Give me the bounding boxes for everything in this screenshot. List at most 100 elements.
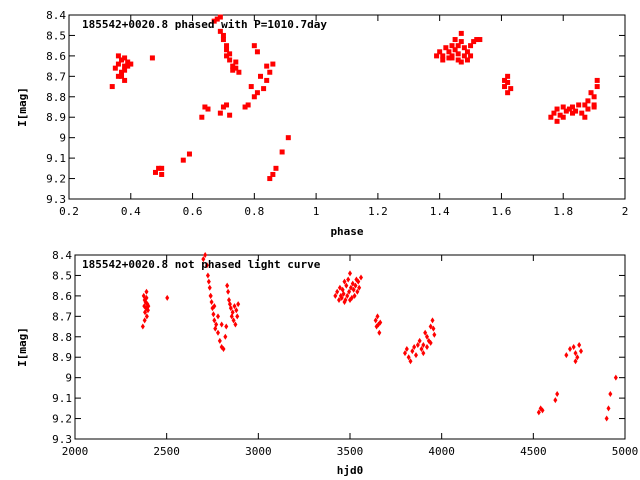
data-point	[231, 317, 236, 324]
data-point	[226, 288, 231, 295]
data-point	[573, 350, 578, 357]
data-point	[502, 77, 508, 83]
data-point	[206, 278, 211, 285]
data-point	[560, 104, 566, 110]
x-tick-label: 1.2	[368, 205, 388, 218]
y-tick-label: 8.4	[52, 249, 72, 262]
data-point	[125, 63, 131, 69]
data-point	[477, 37, 483, 43]
data-point	[214, 16, 220, 22]
data-point	[359, 274, 363, 281]
data-point	[557, 112, 563, 118]
data-point	[348, 270, 352, 277]
data-point	[227, 112, 233, 118]
data-point	[455, 57, 461, 63]
data-point	[351, 286, 356, 293]
data-point	[455, 43, 461, 49]
data-point	[245, 102, 251, 108]
data-point	[224, 53, 230, 59]
data-point	[212, 303, 217, 310]
data-point	[273, 165, 279, 171]
data-point	[221, 346, 226, 353]
x-tick-label: 2500	[153, 445, 180, 458]
data-point	[208, 292, 213, 299]
data-point	[212, 317, 217, 324]
y-tick-label: 8.9	[52, 351, 72, 364]
data-point	[569, 104, 575, 110]
data-point	[205, 262, 209, 269]
data-point	[594, 84, 600, 90]
x-axis-label: phase	[330, 225, 363, 238]
data-point	[122, 55, 128, 61]
data-point	[149, 55, 155, 61]
data-point	[125, 59, 131, 65]
data-point	[468, 53, 474, 59]
y-axis-label: I[mag]	[16, 327, 29, 367]
data-point	[582, 102, 588, 108]
data-point	[563, 108, 569, 114]
data-point	[205, 272, 210, 279]
data-point	[471, 39, 477, 45]
unphased-light-curve-chart: 2000 2500 3000 3500 4000 4500 5000 8.48.58.68.…	[16, 249, 638, 477]
data-point	[119, 73, 125, 79]
data-point	[588, 90, 594, 96]
data-point	[220, 104, 226, 110]
data-point	[230, 67, 236, 73]
data-point	[577, 341, 582, 348]
data-point	[440, 53, 446, 59]
data-point	[224, 102, 230, 108]
data-point	[115, 53, 121, 59]
data-point	[425, 333, 429, 340]
data-point	[242, 104, 248, 110]
data-point	[591, 94, 597, 100]
data-point	[606, 405, 611, 412]
data-point	[122, 77, 128, 83]
x-tick-label: 4000	[428, 445, 455, 458]
data-point	[251, 43, 257, 49]
data-point	[254, 90, 260, 96]
data-point	[225, 282, 230, 289]
data-point	[505, 73, 511, 79]
data-point	[152, 169, 158, 175]
data-point	[378, 319, 383, 326]
data-point	[267, 69, 273, 75]
data-point	[461, 45, 467, 51]
data-point	[452, 47, 458, 53]
data-point	[502, 84, 508, 90]
x-tick-label: 3000	[245, 445, 272, 458]
data-point	[412, 344, 417, 350]
data-point	[403, 350, 407, 357]
data-point	[144, 313, 149, 320]
data-point	[159, 171, 165, 177]
data-point	[223, 333, 228, 340]
data-point	[566, 106, 572, 112]
data-point	[203, 252, 208, 258]
data-point	[270, 171, 276, 177]
data-point	[227, 51, 233, 57]
data-point	[258, 73, 264, 79]
x-tick-label: 0.8	[244, 205, 264, 218]
data-point	[228, 305, 233, 312]
data-point	[339, 294, 344, 301]
data-point	[202, 104, 208, 110]
data-point	[554, 106, 560, 112]
data-point	[122, 63, 128, 69]
data-point	[508, 86, 514, 92]
data-point	[540, 407, 545, 414]
data-point	[548, 114, 554, 120]
x-tick-label: 4500	[520, 445, 547, 458]
y-tick-label: 9.3	[52, 433, 72, 446]
data-point	[564, 352, 569, 359]
data-points	[109, 14, 600, 182]
data-point	[425, 344, 429, 350]
data-point	[236, 69, 242, 75]
data-point	[342, 278, 347, 285]
x-tick-label: 5000	[612, 445, 639, 458]
data-point	[140, 323, 145, 330]
data-point	[211, 18, 217, 24]
data-point	[254, 49, 260, 55]
x-tick-label: 3500	[337, 445, 364, 458]
data-point	[220, 32, 226, 38]
data-point	[207, 284, 212, 291]
data-point	[464, 57, 470, 63]
